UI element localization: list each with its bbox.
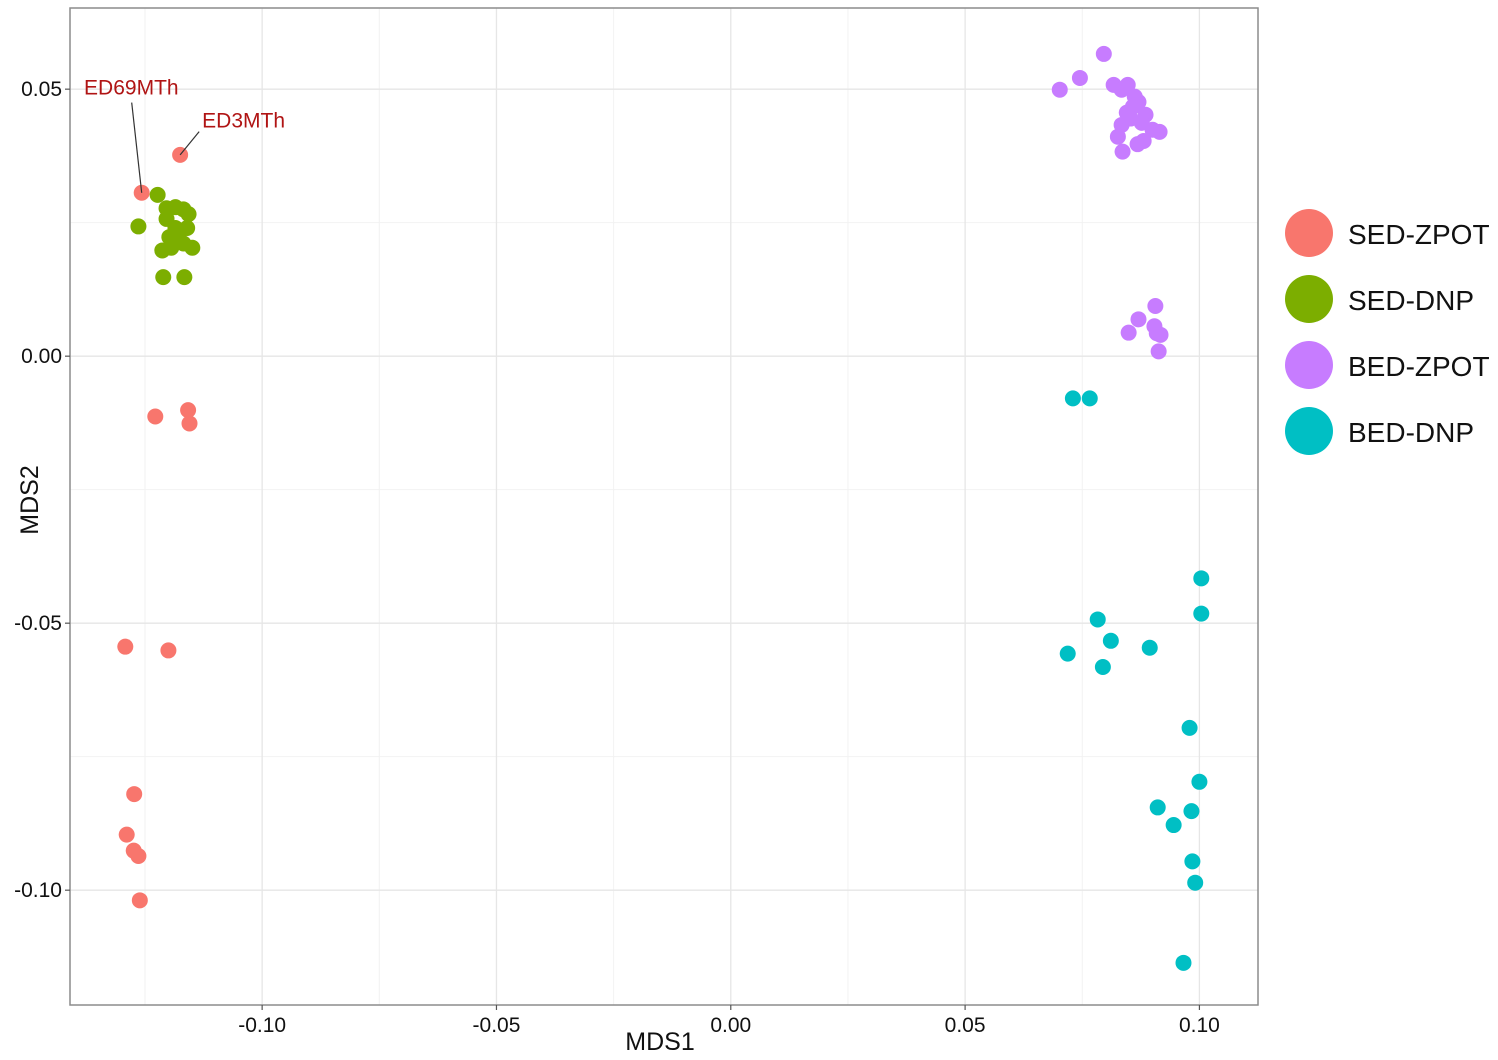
data-point	[179, 220, 196, 237]
y-axis-title: MDS2	[16, 465, 44, 534]
data-point	[1120, 324, 1137, 341]
y-axis: -0.10 -0.05 0.00 0.05	[14, 78, 70, 902]
x-axis-title: MDS1	[625, 1028, 694, 1056]
y-tick-label: 0.00	[21, 345, 62, 368]
data-point	[155, 269, 172, 286]
series-bed-dnp	[1059, 390, 1210, 971]
point-annotations: ED69MTh ED3MTh	[84, 77, 285, 193]
data-point	[118, 826, 135, 843]
legend-item-bed-zpot: BED-ZPOT	[1285, 341, 1490, 389]
data-point	[131, 892, 148, 909]
data-point	[1081, 390, 1098, 407]
data-point	[126, 786, 143, 803]
data-point	[180, 206, 197, 223]
data-point	[1094, 658, 1111, 675]
legend: SED-ZPOT SED-DNP BED-ZPOT BED-DNP	[1285, 209, 1490, 455]
data-point	[180, 402, 197, 419]
data-point	[1130, 311, 1147, 328]
data-point	[1147, 297, 1164, 314]
data-point	[1129, 136, 1146, 153]
legend-swatch-icon	[1285, 407, 1333, 455]
plot-panel	[69, 7, 1259, 1006]
legend-label: SED-ZPOT	[1348, 219, 1490, 250]
data-point	[181, 415, 198, 432]
y-tick-label: -0.05	[14, 612, 62, 635]
data-point	[1152, 326, 1169, 343]
x-tick-label: 0.10	[1179, 1014, 1220, 1037]
data-point	[1109, 128, 1126, 145]
data-points	[117, 45, 1210, 971]
y-tick-label: 0.05	[21, 78, 62, 101]
x-tick-label: 0.05	[945, 1014, 986, 1037]
legend-label: BED-DNP	[1348, 417, 1474, 448]
data-point	[1059, 645, 1076, 662]
x-axis: -0.10 -0.05 0.00 0.05 0.10	[238, 1005, 1220, 1037]
data-point	[117, 638, 134, 655]
data-point	[1175, 954, 1192, 971]
x-tick-label: -0.10	[238, 1014, 286, 1037]
data-point	[1102, 632, 1119, 649]
data-point	[1089, 611, 1106, 628]
data-point	[130, 218, 147, 235]
y-tick-label: -0.10	[14, 879, 62, 902]
data-point	[1191, 773, 1208, 790]
data-point	[1064, 390, 1081, 407]
annotation-connector	[179, 131, 200, 156]
grid-lines	[70, 8, 1258, 1005]
annotation-ed3mth: ED3MTh	[179, 110, 285, 156]
data-point	[1184, 853, 1201, 870]
series-sed-zpot	[117, 146, 198, 909]
annotation-label: ED3MTh	[202, 110, 285, 133]
data-point	[1193, 605, 1210, 622]
legend-item-sed-zpot: SED-ZPOT	[1285, 209, 1490, 257]
legend-swatch-icon	[1285, 275, 1333, 323]
legend-swatch-icon	[1285, 209, 1333, 257]
data-point	[1181, 719, 1198, 736]
data-point	[147, 408, 164, 425]
x-tick-label: 0.00	[710, 1014, 751, 1037]
annotation-ed69mth: ED69MTh	[84, 77, 179, 193]
data-point	[1071, 69, 1088, 86]
data-point	[1113, 81, 1130, 98]
legend-label: SED-DNP	[1348, 285, 1474, 316]
data-point	[1150, 343, 1167, 360]
legend-label: BED-ZPOT	[1348, 351, 1490, 382]
data-point	[149, 186, 166, 203]
legend-swatch-icon	[1285, 341, 1333, 389]
data-point	[176, 269, 193, 286]
data-point	[1114, 143, 1131, 160]
data-point	[1051, 81, 1068, 98]
data-point	[1095, 45, 1112, 62]
x-tick-label: -0.05	[473, 1014, 521, 1037]
annotation-connector	[131, 102, 143, 193]
data-point	[163, 239, 180, 256]
data-point	[1183, 803, 1200, 820]
data-point	[1141, 639, 1158, 656]
data-point	[1149, 799, 1166, 816]
data-point	[1187, 874, 1204, 891]
data-point	[184, 239, 201, 256]
legend-item-bed-dnp: BED-DNP	[1285, 407, 1474, 455]
data-point	[1151, 123, 1168, 140]
data-point	[1165, 817, 1182, 834]
series-bed-zpot	[1051, 45, 1169, 360]
series-sed-dnp	[130, 186, 201, 286]
data-point	[1193, 570, 1210, 587]
legend-item-sed-dnp: SED-DNP	[1285, 275, 1474, 323]
data-point	[160, 642, 177, 659]
annotation-label: ED69MTh	[84, 77, 179, 100]
data-point	[130, 848, 147, 865]
